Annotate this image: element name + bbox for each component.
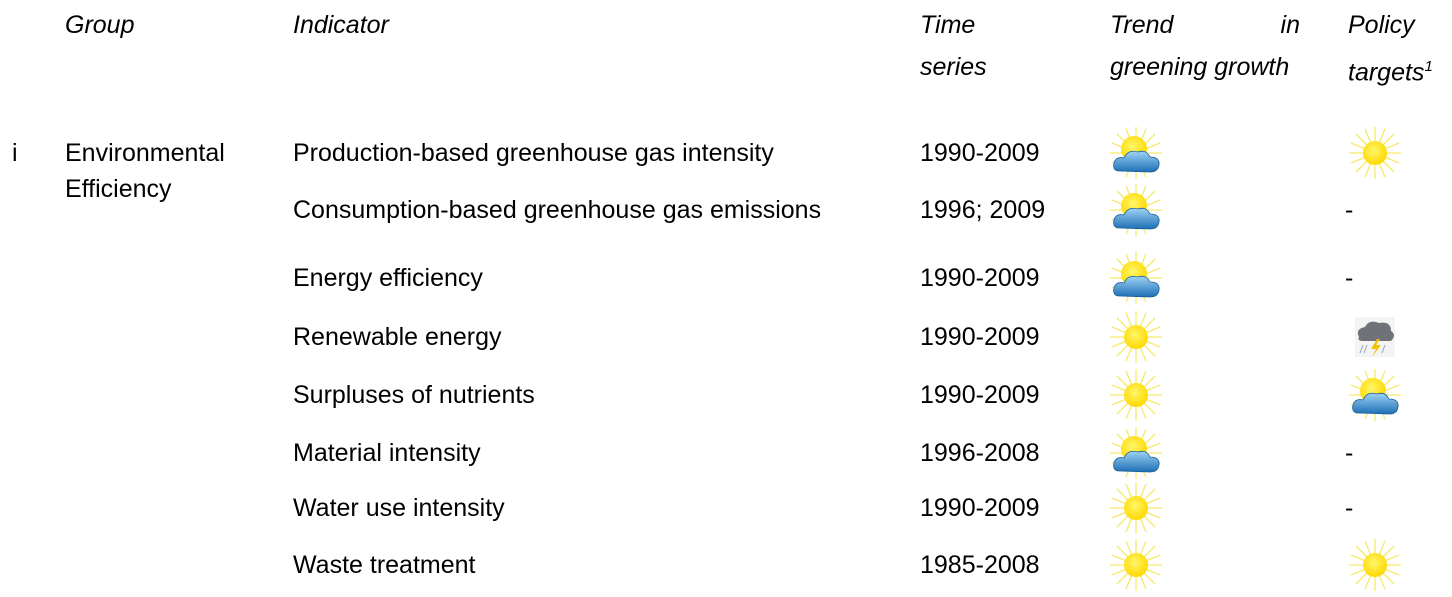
header-time-series: Time series	[920, 11, 987, 81]
group-name: Environmental Efficiency	[65, 139, 225, 203]
suncloud-icon	[1347, 367, 1403, 423]
time-series: 1990-2009	[920, 264, 1040, 292]
suncloud-icon	[1108, 125, 1164, 181]
indicator: Consumption-based greenhouse gas emissio…	[293, 196, 822, 224]
policy-target: -	[1345, 264, 1354, 292]
sun-icon	[1108, 480, 1164, 536]
time-series: 1990-2009	[920, 139, 1040, 167]
indicator: Production-based greenhouse gas intensit…	[293, 139, 774, 167]
policy-target: -	[1345, 196, 1354, 224]
policy-target: -	[1345, 439, 1354, 467]
indicator: Water use intensity	[293, 494, 505, 522]
sun-icon	[1108, 309, 1164, 365]
indicator: Waste treatment	[293, 551, 476, 579]
time-series: 1990-2009	[920, 381, 1040, 409]
sun-icon	[1108, 537, 1164, 593]
header-policy: Policy targets1	[1348, 4, 1452, 93]
sun-icon	[1108, 367, 1164, 423]
time-series: 1990-2009	[920, 323, 1040, 351]
indicator: Energy efficiency	[293, 264, 483, 292]
time-series: 1996; 2009	[920, 196, 1046, 224]
time-series: 1985-2008	[920, 551, 1040, 579]
time-series: 1996-2008	[920, 439, 1040, 467]
time-series: 1990-2009	[920, 494, 1040, 522]
indicator: Surpluses of nutrients	[293, 381, 535, 409]
header-policy-text: Policy targets	[1348, 11, 1425, 87]
suncloud-icon	[1108, 182, 1164, 238]
indicator: Renewable energy	[293, 323, 502, 351]
sun-icon	[1347, 537, 1403, 593]
policy-target: -	[1345, 494, 1354, 522]
storm-icon	[1347, 309, 1403, 365]
suncloud-icon	[1108, 425, 1164, 481]
sun-icon	[1347, 125, 1403, 181]
footnote-mark: 1	[1424, 58, 1433, 75]
header-trend: Trend in greening growth	[1110, 11, 1300, 81]
header-group: Group	[65, 11, 135, 39]
row-number: i	[12, 139, 18, 167]
header-indicator: Indicator	[293, 11, 389, 39]
indicator: Material intensity	[293, 439, 481, 467]
suncloud-icon	[1108, 250, 1164, 306]
